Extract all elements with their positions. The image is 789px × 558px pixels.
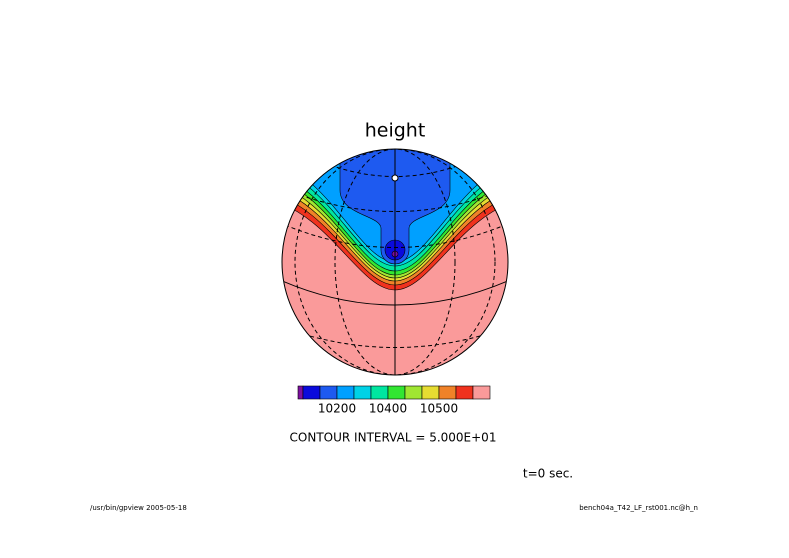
globe-outline — [281, 148, 509, 376]
colorbar-swatch — [370, 385, 389, 400]
colorbar-swatch — [404, 385, 423, 400]
footer-right: bench04a_T42_LF_rst001.nc@h_n — [579, 504, 698, 512]
colorbar-swatch — [336, 385, 355, 400]
colorbar-swatch — [353, 385, 372, 400]
colorbar-swatch — [387, 385, 406, 400]
colorbar-swatch — [421, 385, 440, 400]
colorbar-swatch — [302, 385, 321, 400]
contour-interval: CONTOUR INTERVAL = 5.000E+01 — [290, 431, 497, 445]
pole-marker — [391, 174, 399, 182]
footer-left: /usr/bin/gpview 2005-05-18 — [90, 504, 187, 512]
colorbar-swatch — [319, 385, 338, 400]
colorbar-label: 10200 — [318, 402, 356, 416]
colorbar-swatch — [455, 385, 474, 400]
time-label: t=0 sec. — [523, 467, 573, 481]
title: height — [365, 120, 426, 142]
colorbar-label: 10400 — [369, 402, 407, 416]
colorbar-swatch — [438, 385, 457, 400]
colorbar-swatch — [472, 385, 491, 400]
colorbar-label: 10500 — [420, 402, 458, 416]
colorbar-swatch — [297, 385, 304, 400]
colorbar: 10200 10400 10500 — [297, 385, 491, 416]
